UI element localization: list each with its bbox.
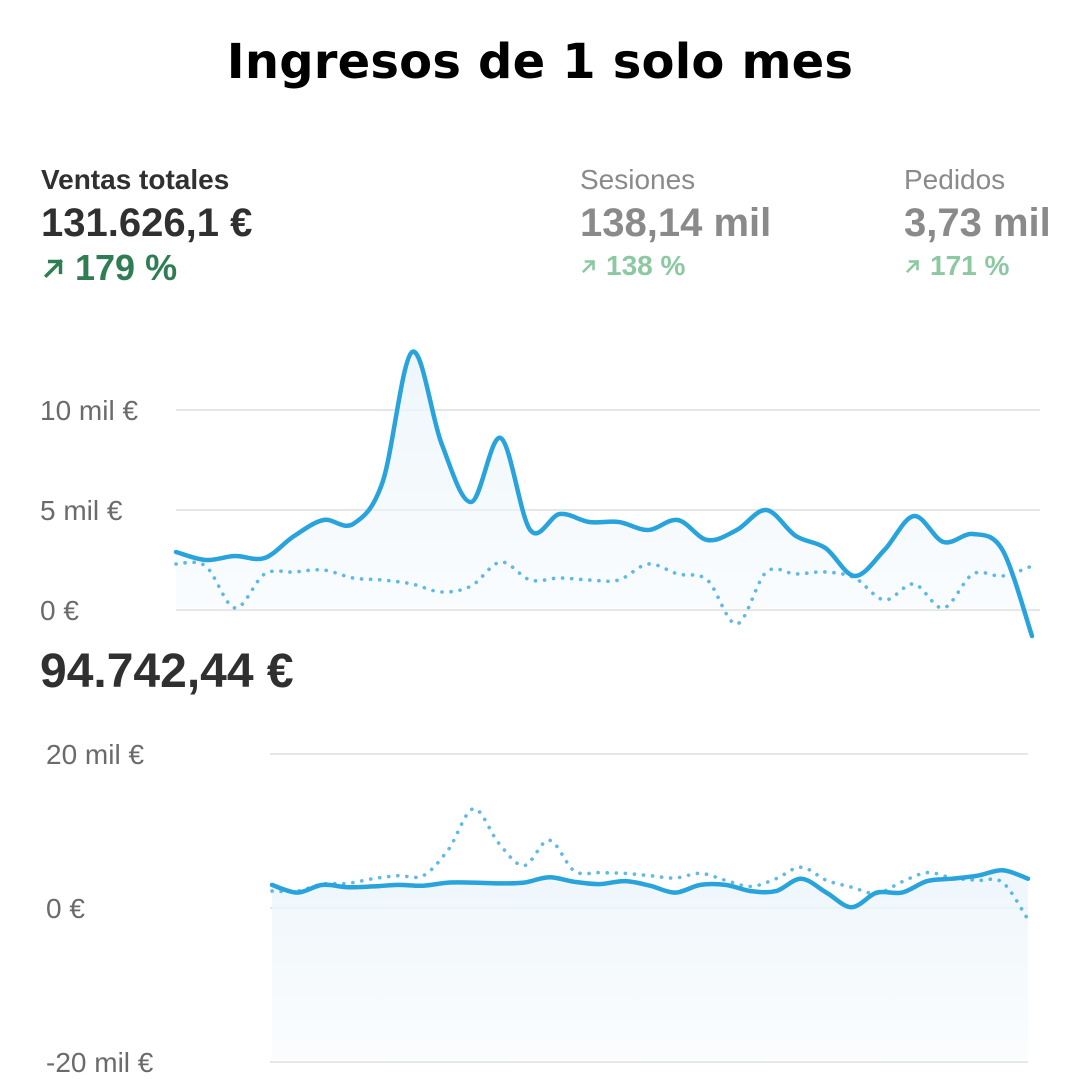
metric-value: 138,14 mil [580,201,772,245]
arrow-up-right-icon [43,259,63,279]
metric-change-value: 138 % [606,250,686,281]
metric-change: 138 % [580,248,771,284]
metric-label: Pedidos [904,164,1006,195]
metric-change-value: 179 % [75,247,178,288]
total-amount: 94.742,44 € [40,645,294,698]
metric-change-value: 171 % [930,250,1010,281]
y-tick-label: 20 mil € [46,739,144,770]
comparison-line-chart: 20 mil € 0 € -20 mil € [46,739,1031,1078]
y-tick-label: -20 mil € [46,1047,154,1078]
current-series-line [173,349,1035,639]
y-tick-label: 10 mil € [40,395,138,426]
series-area [272,870,1028,1062]
metric-sessions[interactable]: Sesiones 138,14 mil 138 % [580,160,771,284]
metric-value: 131.626,1 € [41,201,253,245]
y-tick-label: 0 € [40,595,79,626]
current-series-line [269,868,1031,910]
metric-total-sales[interactable]: Ventas totales 131.626,1 € 179 % [41,160,252,288]
y-tick-label: 0 € [46,893,85,924]
comparison-series-line [270,806,1030,922]
metric-orders[interactable]: Pedidos 3,73 mil 171 % [904,160,1051,284]
metric-change: 171 % [904,248,1051,284]
metric-label: Ventas totales [41,164,230,195]
y-tick-label: 5 mil € [40,495,123,526]
metric-change: 179 % [41,248,252,288]
arrow-up-right-icon [581,259,596,274]
page-title: Ingresos de 1 solo mes [226,34,854,90]
metric-label: Sesiones [580,164,696,195]
series-area [176,351,1032,636]
sales-line-chart: 10 mil € 5 mil € 0 € [40,349,1040,639]
arrow-up-right-icon [905,259,920,274]
metric-value: 3,73 mil [904,201,1051,245]
